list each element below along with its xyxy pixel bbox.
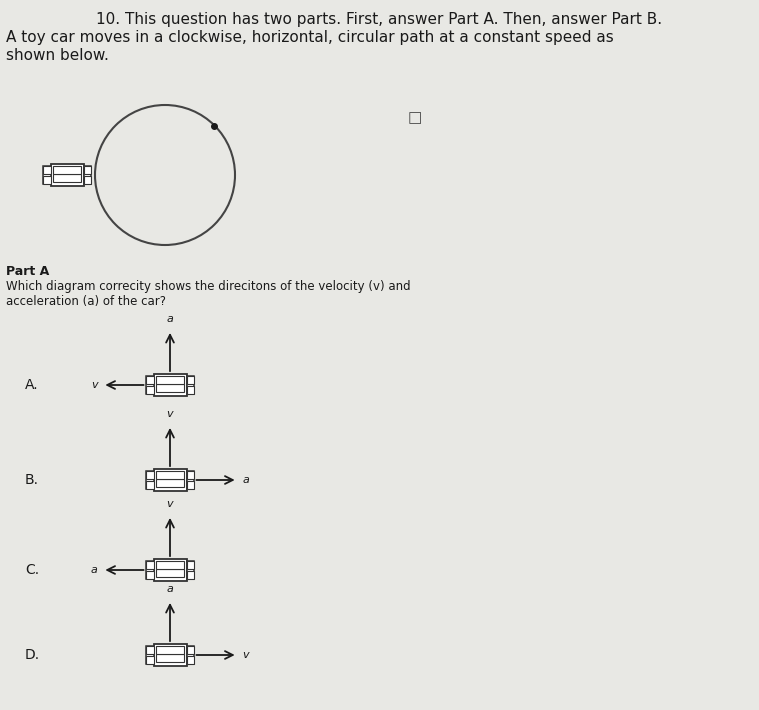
Bar bbox=[83, 165, 90, 174]
Text: v: v bbox=[167, 499, 173, 509]
Bar bbox=[156, 384, 184, 392]
Bar bbox=[187, 376, 194, 394]
Bar bbox=[146, 645, 153, 654]
Bar bbox=[187, 645, 194, 665]
Bar bbox=[51, 164, 83, 186]
Bar bbox=[187, 471, 194, 479]
Text: acceleration (a) of the car?: acceleration (a) of the car? bbox=[6, 295, 166, 308]
Bar bbox=[187, 481, 194, 489]
Bar bbox=[187, 386, 194, 394]
Text: A toy car moves in a clockwise, horizontal, circular path at a constant speed as: A toy car moves in a clockwise, horizont… bbox=[6, 30, 614, 45]
Text: v: v bbox=[243, 650, 249, 660]
Bar bbox=[146, 471, 153, 489]
Text: a: a bbox=[243, 475, 250, 485]
Bar bbox=[153, 644, 187, 666]
Bar bbox=[153, 374, 187, 396]
Text: a: a bbox=[90, 565, 97, 575]
Text: a: a bbox=[166, 314, 174, 324]
Text: Part A: Part A bbox=[6, 265, 49, 278]
Bar bbox=[156, 471, 184, 479]
Text: v: v bbox=[91, 380, 97, 390]
Bar bbox=[52, 174, 81, 182]
Bar bbox=[156, 646, 184, 654]
Bar bbox=[156, 569, 184, 577]
Bar bbox=[146, 571, 153, 579]
Bar bbox=[187, 645, 194, 654]
Text: shown below.: shown below. bbox=[6, 48, 109, 63]
Bar bbox=[146, 561, 153, 569]
Text: □: □ bbox=[408, 111, 422, 126]
Bar bbox=[187, 471, 194, 489]
Bar bbox=[146, 561, 153, 579]
Bar bbox=[187, 376, 194, 384]
Bar bbox=[146, 645, 153, 665]
Text: a: a bbox=[166, 584, 174, 594]
Bar bbox=[52, 165, 81, 174]
Text: A.: A. bbox=[25, 378, 39, 392]
Text: D.: D. bbox=[25, 648, 40, 662]
Bar bbox=[146, 376, 153, 394]
Text: C.: C. bbox=[25, 563, 39, 577]
Text: Which diagram correcity shows the direcitons of the velocity (v) and: Which diagram correcity shows the direci… bbox=[6, 280, 411, 293]
Bar bbox=[187, 656, 194, 665]
Bar bbox=[146, 376, 153, 384]
Bar bbox=[146, 471, 153, 479]
Bar bbox=[146, 481, 153, 489]
Bar bbox=[83, 165, 90, 185]
Bar bbox=[156, 376, 184, 384]
Text: B.: B. bbox=[25, 473, 39, 487]
Bar bbox=[153, 559, 187, 581]
Bar bbox=[43, 176, 51, 185]
Text: 10. This question has two parts. First, answer Part A. Then, answer Part B.: 10. This question has two parts. First, … bbox=[96, 12, 662, 27]
Bar bbox=[83, 176, 90, 185]
Bar bbox=[187, 561, 194, 569]
Bar bbox=[156, 561, 184, 569]
Bar bbox=[187, 571, 194, 579]
Bar bbox=[153, 469, 187, 491]
Bar bbox=[187, 561, 194, 579]
Bar bbox=[146, 386, 153, 394]
Bar bbox=[43, 165, 51, 185]
Bar bbox=[43, 165, 51, 174]
Bar bbox=[146, 656, 153, 665]
Bar bbox=[156, 479, 184, 487]
Bar bbox=[156, 654, 184, 662]
Text: v: v bbox=[167, 409, 173, 419]
